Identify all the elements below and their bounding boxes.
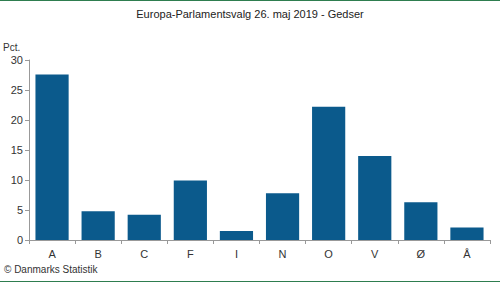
svg-text:© Danmarks Statistik: © Danmarks Statistik — [4, 264, 99, 275]
svg-text:A: A — [48, 248, 56, 260]
svg-text:F: F — [187, 248, 194, 260]
svg-text:O: O — [324, 248, 333, 260]
svg-text:V: V — [371, 248, 379, 260]
svg-text:Pct.: Pct. — [3, 42, 20, 53]
svg-text:5: 5 — [17, 204, 23, 216]
svg-text:20: 20 — [11, 114, 23, 126]
svg-text:Ø: Ø — [417, 248, 426, 260]
svg-text:N: N — [279, 248, 287, 260]
svg-text:30: 30 — [11, 54, 23, 66]
svg-text:Europa-Parlamentsvalg 26. maj: Europa-Parlamentsvalg 26. maj 2019 - Ged… — [136, 8, 364, 20]
svg-text:15: 15 — [11, 144, 23, 156]
svg-text:Å: Å — [463, 248, 471, 260]
svg-text:B: B — [94, 248, 101, 260]
svg-text:C: C — [140, 248, 148, 260]
svg-text:I: I — [235, 248, 238, 260]
svg-text:0: 0 — [17, 234, 23, 246]
svg-text:10: 10 — [11, 174, 23, 186]
svg-text:25: 25 — [11, 84, 23, 96]
